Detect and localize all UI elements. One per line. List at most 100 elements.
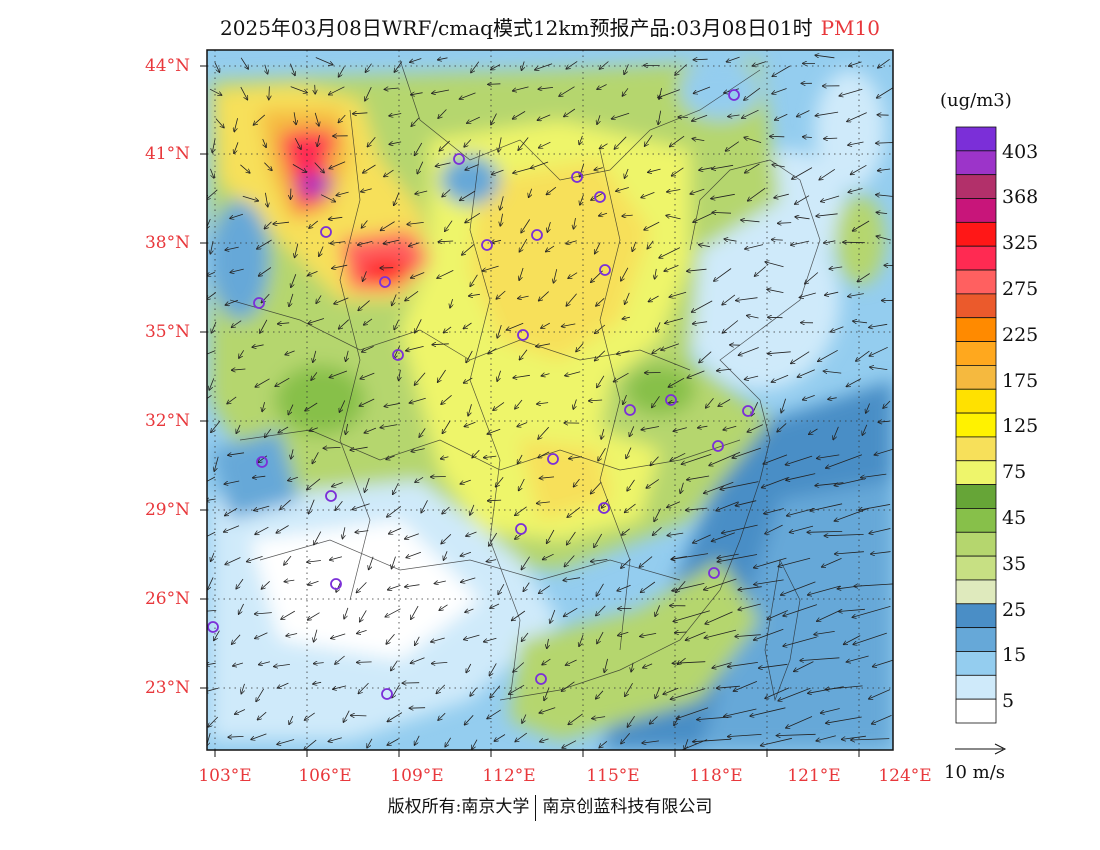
wind-arrow: [604, 658, 608, 672]
wind-arrow: [464, 377, 473, 383]
wind-arrow: [255, 378, 270, 387]
wind-arrow: [815, 111, 839, 116]
wind-arrow: [848, 141, 864, 145]
wind-arrow: [711, 193, 735, 198]
color-legend: [955, 126, 997, 724]
wind-arrow: [411, 657, 425, 664]
wind-arrow: [594, 533, 603, 548]
wind-arrow: [735, 635, 761, 637]
wind-arrow: [439, 604, 448, 610]
wind-arrow: [438, 109, 447, 119]
wind-arrow: [669, 291, 687, 297]
wind-arrow: [207, 577, 214, 589]
wind-arrow: [543, 553, 554, 559]
wind-arrow: [623, 394, 627, 404]
wind-arrow: [878, 421, 890, 422]
legend-swatch: [955, 508, 997, 533]
wind-arrow: [415, 636, 420, 645]
wind-arrow: [407, 222, 424, 224]
wind-arrow: [745, 163, 760, 173]
wind-arrow: [550, 609, 556, 623]
wind-arrow: [621, 267, 629, 281]
wind-vectors: [207, 55, 893, 750]
wind-arrow: [487, 428, 501, 434]
wind-arrow: [663, 687, 679, 694]
legend-swatch: [955, 579, 997, 605]
wind-arrow: [614, 372, 629, 382]
wind-arrow: [833, 426, 839, 440]
wind-arrow: [225, 557, 241, 565]
wind-arrow: [579, 135, 582, 145]
wind-arrow: [284, 555, 292, 565]
wind-arrow: [432, 662, 448, 663]
wind-arrow: [564, 555, 575, 567]
wind-arrow: [357, 630, 367, 633]
wind-arrow: [673, 610, 710, 622]
wind-arrow: [791, 351, 810, 364]
wind-arrow: [808, 585, 841, 595]
wind-arrow: [616, 187, 629, 192]
wind-arrow: [253, 476, 266, 478]
city-marker: [481, 239, 493, 251]
wind-arrow: [544, 688, 550, 701]
wind-arrow: [625, 292, 630, 304]
wind-arrow: [254, 505, 270, 510]
wind-arrow: [207, 271, 215, 276]
wind-arrow: [470, 504, 475, 515]
wind-arrow: [262, 401, 265, 411]
wind-arrow: [228, 453, 245, 455]
wind-arrow: [599, 213, 608, 216]
wind-arrow: [415, 372, 426, 385]
wind-arrow: [320, 194, 335, 202]
wind-arrow: [705, 611, 733, 624]
wind-arrow: [597, 375, 605, 388]
city-marker: [571, 171, 583, 183]
wind-arrow: [209, 378, 215, 390]
wind-arrow: [541, 322, 550, 328]
wind-arrow: [693, 738, 732, 742]
wind-arrow: [276, 525, 289, 533]
wind-arrow: [851, 164, 867, 174]
wind-arrow: [676, 581, 686, 592]
wind-arrow: [692, 114, 708, 121]
wind-arrow: [363, 164, 376, 173]
wind-arrow: [465, 609, 474, 612]
wind-arrow: [567, 507, 581, 517]
wind-arrow: [597, 115, 600, 124]
wind-arrow: [824, 371, 842, 373]
wind-arrow: [207, 687, 219, 692]
legend-label: 325: [1002, 232, 1039, 254]
wind-arrow: [513, 374, 530, 378]
wind-arrow: [289, 293, 294, 307]
wind-arrow: [741, 220, 760, 222]
wind-arrow: [772, 88, 787, 94]
city-marker: [379, 276, 391, 288]
wind-arrow: [750, 707, 786, 716]
wind-arrow: [409, 242, 420, 247]
wind-arrow: [627, 715, 635, 727]
wind-arrow: [406, 551, 422, 557]
city-marker: [320, 226, 332, 238]
wind-arrow: [496, 290, 506, 299]
wind-arrow: [712, 662, 732, 669]
wind-arrow: [291, 274, 297, 287]
wind-arrow: [699, 351, 712, 363]
wind-arrow: [339, 66, 345, 77]
wind-arrow: [309, 220, 319, 228]
wind-arrow: [286, 634, 298, 637]
wind-arrow: [493, 402, 505, 410]
wind-arrow: [600, 61, 609, 70]
wind-arrow: [224, 480, 240, 484]
wind-arrow: [234, 142, 239, 153]
wind-arrow: [442, 420, 451, 433]
wind-arrow: [391, 660, 398, 671]
wind-arrow: [859, 504, 891, 510]
wind-arrow: [500, 196, 504, 210]
wind-arrow: [817, 454, 840, 459]
wind-arrow: [818, 349, 838, 361]
wind-arrow: [641, 192, 655, 197]
city-marker: [381, 688, 393, 700]
wind-arrow: [661, 343, 680, 350]
wind-arrow: [388, 585, 401, 589]
wind-arrow: [330, 242, 346, 244]
